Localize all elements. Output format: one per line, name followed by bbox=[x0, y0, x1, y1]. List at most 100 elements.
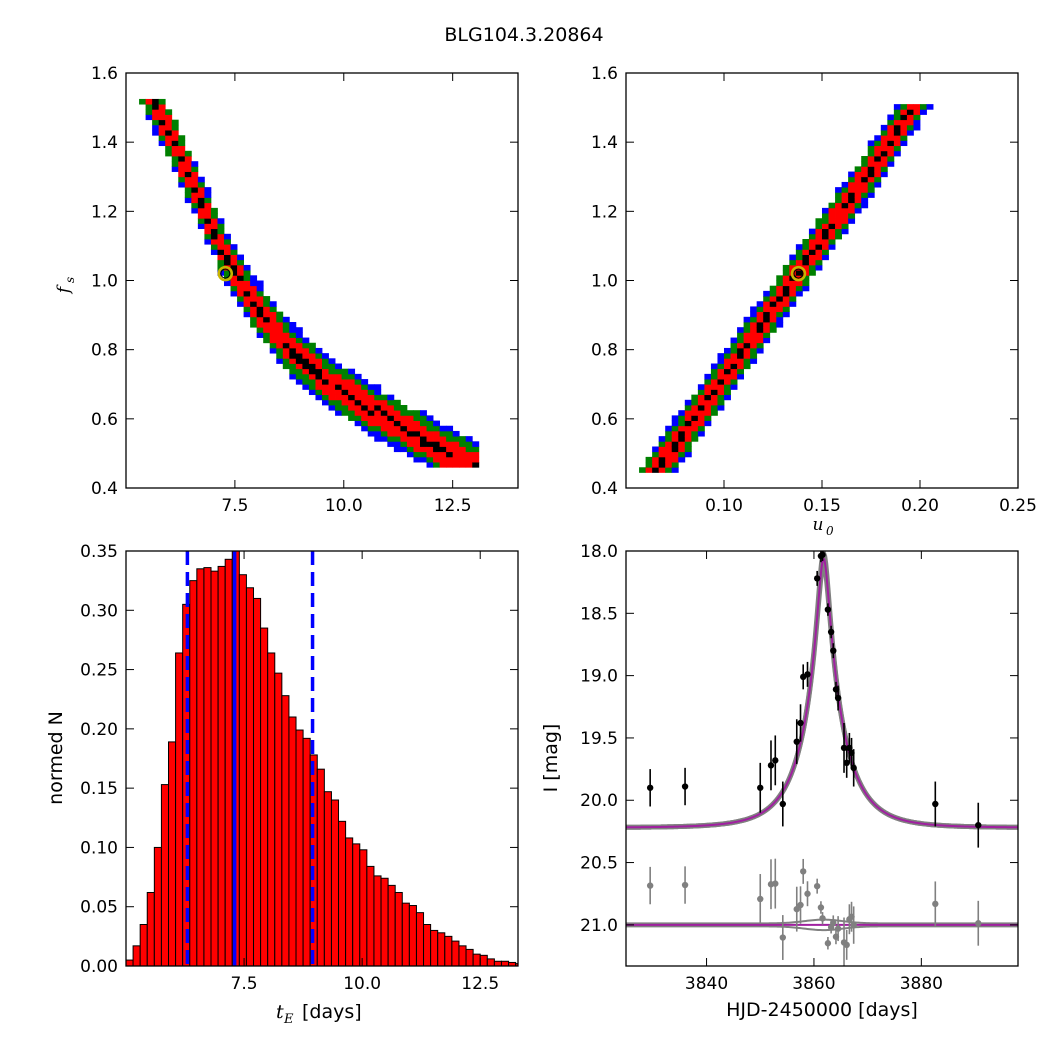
histogram-bar bbox=[267, 652, 276, 966]
density-cell bbox=[835, 187, 842, 193]
density-cell bbox=[210, 233, 218, 240]
density-cell bbox=[861, 192, 869, 198]
density-cell bbox=[256, 285, 264, 292]
density-cell bbox=[737, 347, 744, 354]
density-cell bbox=[671, 451, 679, 458]
data-point bbox=[824, 606, 832, 613]
density-cell bbox=[433, 451, 440, 458]
x-tick-label: 0.25 bbox=[999, 496, 1037, 516]
density-cell bbox=[308, 353, 316, 359]
density-cell bbox=[665, 436, 673, 442]
density-cell bbox=[413, 436, 421, 442]
density-cell bbox=[380, 399, 388, 406]
density-cell bbox=[913, 104, 921, 110]
density-cell bbox=[250, 322, 258, 328]
y-tick-label: 20.0 bbox=[580, 791, 618, 811]
density-cell bbox=[789, 259, 797, 266]
density-cell bbox=[263, 316, 271, 323]
density-cell bbox=[893, 135, 901, 141]
density-cell bbox=[282, 322, 290, 328]
data-point bbox=[772, 757, 779, 764]
residual-point bbox=[850, 921, 857, 929]
density-cell bbox=[724, 389, 731, 396]
density-cell bbox=[393, 415, 401, 421]
residual-point bbox=[757, 895, 764, 903]
density-cell bbox=[145, 98, 153, 105]
density-cell bbox=[684, 436, 692, 442]
density-cell bbox=[250, 275, 258, 281]
density-cell bbox=[420, 415, 427, 421]
data-point bbox=[804, 671, 811, 678]
density-cell bbox=[906, 119, 914, 126]
histogram-bar bbox=[423, 924, 432, 966]
density-cell bbox=[887, 130, 895, 136]
density-cell bbox=[822, 233, 829, 240]
density-cell bbox=[678, 441, 686, 447]
density-cell bbox=[191, 171, 199, 178]
density-cell bbox=[854, 166, 862, 172]
density-cell bbox=[393, 441, 401, 447]
density-cell bbox=[789, 296, 797, 302]
density-cell bbox=[835, 202, 842, 209]
histogram-bar bbox=[366, 865, 375, 966]
density-cell bbox=[802, 280, 810, 287]
density-cell bbox=[224, 280, 231, 287]
density-cell bbox=[361, 384, 369, 390]
y-tick-label: 1.0 bbox=[591, 272, 618, 292]
histogram-bar bbox=[394, 891, 403, 966]
density-cell bbox=[387, 415, 395, 421]
density-cell bbox=[204, 239, 212, 245]
y-axis-label: f bbox=[54, 284, 74, 295]
density-cell bbox=[335, 379, 342, 385]
density-cell bbox=[465, 446, 473, 453]
density-cell bbox=[717, 363, 725, 370]
density-cell bbox=[237, 290, 244, 297]
density-cell bbox=[841, 181, 849, 188]
density-cell bbox=[880, 156, 888, 162]
density-cell bbox=[776, 311, 784, 318]
density-cell bbox=[717, 384, 725, 390]
density-cell bbox=[446, 462, 454, 468]
density-cell bbox=[763, 296, 771, 302]
density-cell bbox=[828, 228, 836, 235]
density-cell bbox=[684, 441, 692, 447]
histogram-bar bbox=[132, 945, 141, 966]
density-cell bbox=[289, 368, 297, 375]
density-cell bbox=[204, 207, 212, 214]
density-cell bbox=[808, 254, 816, 261]
density-cell bbox=[335, 373, 342, 380]
density-cell bbox=[671, 420, 679, 427]
density-cell bbox=[913, 109, 921, 115]
density-cell bbox=[315, 389, 323, 396]
density-cell bbox=[880, 130, 888, 136]
density-cell bbox=[217, 223, 225, 230]
density-cell bbox=[374, 425, 382, 432]
density-cell bbox=[710, 399, 718, 406]
density-cell bbox=[191, 181, 199, 188]
density-cell bbox=[854, 171, 862, 178]
density-cell bbox=[782, 311, 790, 318]
density-cell bbox=[289, 373, 297, 380]
density-cell bbox=[808, 233, 816, 240]
density-cell bbox=[802, 254, 810, 261]
density-cell bbox=[224, 239, 231, 245]
density-cell bbox=[393, 446, 401, 453]
density-cell bbox=[420, 425, 427, 432]
density-cell bbox=[158, 98, 166, 105]
density-cell bbox=[459, 462, 467, 468]
density-cell bbox=[341, 389, 349, 396]
density-cell bbox=[684, 420, 692, 427]
density-cell bbox=[243, 285, 251, 292]
density-cell bbox=[204, 233, 212, 240]
histogram-bar bbox=[196, 568, 205, 966]
density-cell bbox=[906, 104, 914, 110]
density-cell bbox=[822, 228, 829, 235]
density-cell bbox=[756, 332, 764, 338]
density-cell bbox=[302, 368, 310, 375]
density-cell bbox=[406, 425, 414, 432]
density-cell bbox=[452, 456, 460, 463]
density-cell bbox=[724, 358, 731, 364]
density-cell bbox=[256, 290, 264, 297]
histogram-bar bbox=[437, 932, 446, 966]
density-cell bbox=[854, 202, 862, 209]
